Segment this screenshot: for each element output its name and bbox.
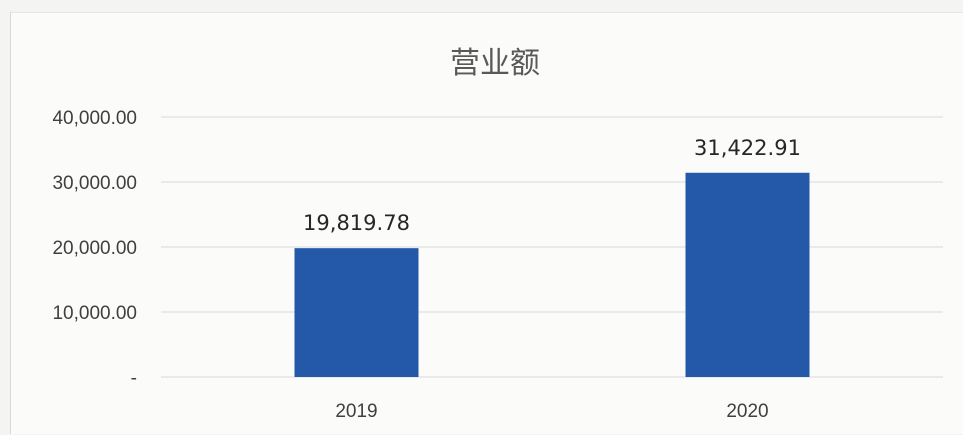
y-tick-label: 20,000.00 <box>52 238 137 259</box>
data-labels: 19,819.78 31,422.91 <box>303 136 801 235</box>
chart-title: 营业额 <box>450 46 540 81</box>
x-category-label: 2019 <box>335 401 377 422</box>
x-category-label: 2020 <box>726 401 768 422</box>
gridlines <box>161 116 943 378</box>
bar-chart: 营业额 - 10,000.00 20,000.00 30,000.00 40,000.0… <box>52 46 943 422</box>
bar-2020 <box>685 172 810 377</box>
y-tick-label: 10,000.00 <box>52 303 137 324</box>
data-label: 19,819.78 <box>303 211 410 235</box>
bars <box>294 172 810 377</box>
x-axis-categories: 2019 2020 <box>335 401 768 422</box>
chart-frame: 营业额 - 10,000.00 20,000.00 30,000.00 40,000.0… <box>10 12 963 434</box>
data-label: 31,422.91 <box>694 136 801 160</box>
y-axis-ticks: - 10,000.00 20,000.00 30,000.00 40,000.00 <box>52 108 137 389</box>
y-tick-label: - <box>131 368 137 389</box>
y-tick-label: 30,000.00 <box>52 173 137 194</box>
bar-2019 <box>294 248 419 377</box>
y-tick-label: 40,000.00 <box>52 108 137 129</box>
